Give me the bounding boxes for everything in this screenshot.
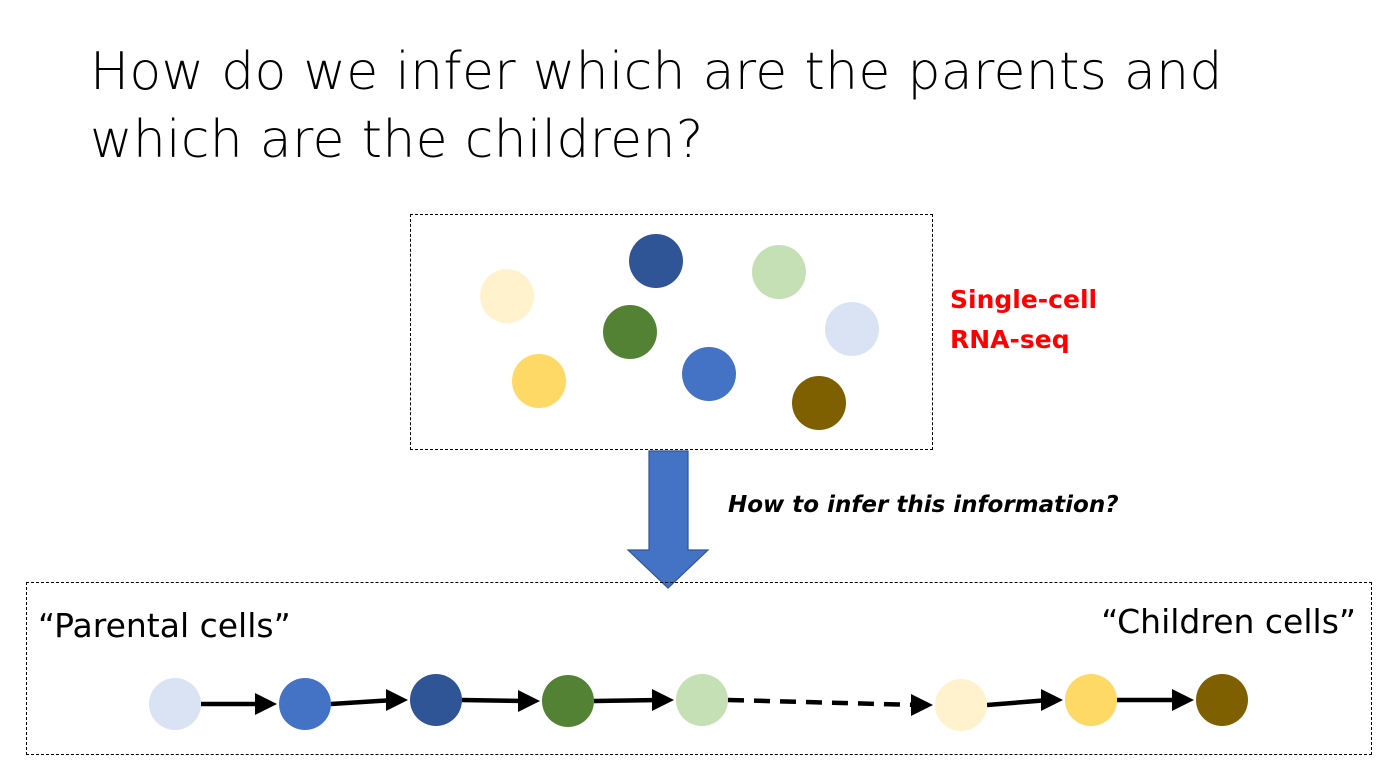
- trajectory-dashed-arrow: [727, 697, 920, 708]
- cell-light-yellow: [480, 269, 534, 323]
- cell-light-green: [752, 245, 806, 299]
- cell-green: [603, 305, 657, 359]
- arrowhead-icon: [518, 690, 540, 712]
- children-cells-label: “Children cells”: [1101, 602, 1356, 641]
- trajectory-cell-light-green: [676, 674, 728, 726]
- trajectory-arrow: [461, 697, 527, 704]
- cell-dark-blue: [629, 234, 683, 288]
- arrowhead-icon: [1041, 689, 1063, 711]
- trajectory-cell-pale-blue: [149, 678, 201, 730]
- trajectory-arrow: [593, 697, 661, 704]
- arrowhead-icon: [911, 694, 933, 716]
- trajectory-cell-dark-blue: [410, 674, 462, 726]
- arrowhead-icon: [1172, 689, 1194, 711]
- cell-pale-blue: [825, 302, 879, 356]
- parental-cells-label: “Parental cells”: [38, 606, 291, 645]
- arrowhead-icon: [255, 693, 277, 715]
- cell-brown: [792, 376, 846, 430]
- scrna-seq-label-line2: RNA-seq: [950, 325, 1070, 354]
- arrowhead-icon: [386, 689, 408, 711]
- trajectory-arrow: [330, 697, 395, 707]
- scrna-seq-label-line1: Single-cell: [950, 285, 1098, 314]
- scrna-seq-label: Single-cell RNA-seq: [950, 280, 1097, 360]
- cell-blue: [682, 347, 736, 401]
- inference-question: How to infer this information?: [728, 492, 1119, 518]
- trajectory-cell-green: [542, 675, 594, 727]
- trajectory-cell-brown: [1196, 674, 1248, 726]
- cell-yellow: [512, 354, 566, 408]
- trajectory-cell-light-yellow: [935, 679, 987, 731]
- slide-title: How do we infer which are the parents an…: [90, 42, 1223, 170]
- scrna-cell-box: [410, 214, 933, 450]
- down-arrow-shape: [626, 450, 710, 589]
- trajectory-cell-yellow: [1065, 674, 1117, 726]
- trajectory-arrow: [986, 697, 1050, 708]
- trajectory-cell-blue: [279, 678, 331, 730]
- trajectory-box: [26, 582, 1372, 755]
- arrowhead-icon: [652, 689, 674, 711]
